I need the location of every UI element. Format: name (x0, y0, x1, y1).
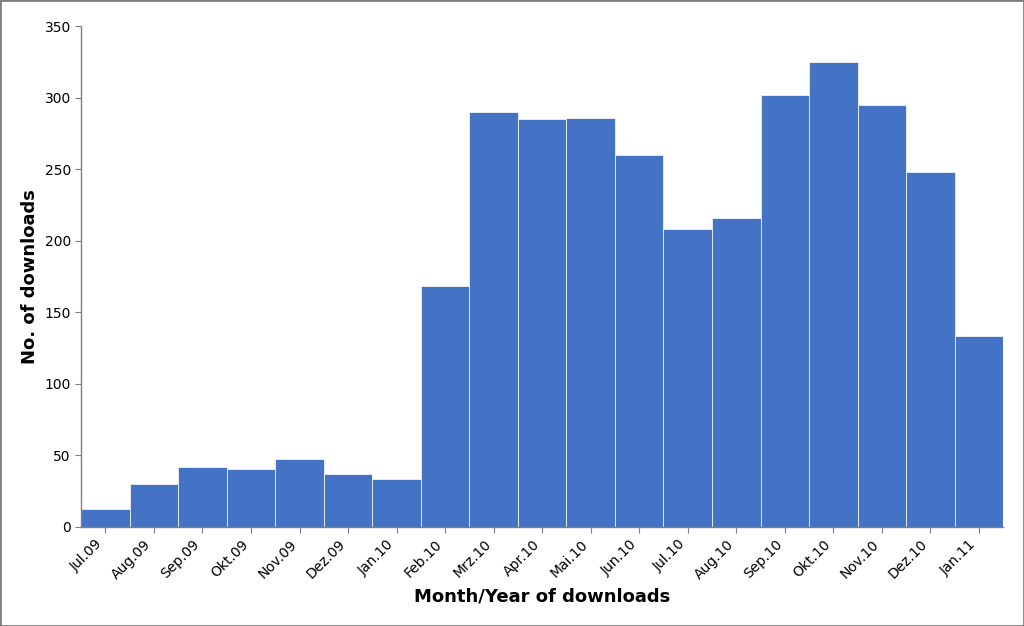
Bar (954, 336, 1004, 526)
Bar (373, 480, 421, 526)
Bar (857, 105, 906, 526)
Bar (81, 510, 130, 526)
Bar (518, 119, 566, 526)
Bar (712, 218, 761, 526)
Bar (664, 229, 712, 526)
Bar (615, 155, 664, 526)
Bar (469, 112, 518, 526)
Y-axis label: No. of downloads: No. of downloads (20, 189, 39, 364)
Bar (566, 118, 615, 526)
Bar (761, 95, 809, 526)
Bar (226, 470, 275, 526)
Bar (178, 466, 226, 526)
Bar (130, 484, 178, 526)
Bar (809, 62, 857, 526)
Bar (906, 172, 954, 526)
Bar (421, 287, 469, 526)
X-axis label: Month/Year of downloads: Month/Year of downloads (414, 587, 671, 605)
Bar (275, 459, 324, 526)
Bar (324, 474, 373, 526)
